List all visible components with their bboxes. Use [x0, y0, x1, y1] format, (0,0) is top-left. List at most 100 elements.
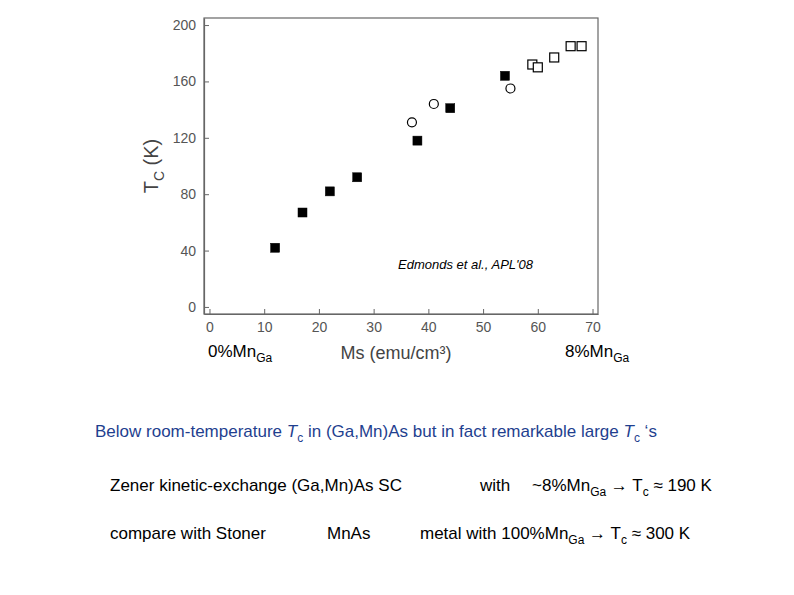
scatter-point [407, 118, 416, 127]
x-tick-label: 50 [476, 319, 492, 335]
x-tick-label: 0 [206, 319, 214, 335]
scatter-point [413, 136, 422, 145]
x-tick: 0 [206, 309, 214, 335]
y-tick: 40 [180, 243, 209, 259]
x-tick: 40 [421, 309, 437, 335]
slide-text: MnAs [327, 524, 370, 543]
series [271, 71, 510, 252]
y-tick: 120 [173, 130, 209, 146]
y-tick-mark [204, 138, 209, 139]
y-tick-label: 200 [173, 17, 197, 33]
slide-text: with [479, 476, 510, 495]
text-run: → [584, 524, 610, 543]
scatter-point [429, 99, 438, 108]
y-axis-line [204, 19, 205, 315]
scatter-point [550, 53, 559, 62]
x-tick: 50 [476, 309, 492, 335]
y-tick: 160 [173, 73, 209, 89]
subscript: C [151, 171, 167, 181]
y-tick-label: 160 [173, 73, 197, 89]
y-tick-label: 40 [180, 243, 196, 259]
scatter-point [506, 84, 515, 93]
axis-end-label: 8%MnGa [565, 342, 630, 365]
x-tick-label: 20 [312, 319, 328, 335]
data-marks [271, 42, 586, 253]
x-tick-label: 40 [421, 319, 437, 335]
scatter-point [566, 42, 575, 51]
y-tick-mark [204, 251, 209, 252]
text-run: with [479, 476, 510, 495]
slide-text: Below room-temperature Tc in (Ga,Mn)As b… [95, 422, 657, 445]
scatter-point [500, 71, 509, 80]
text-run: ‘s [640, 422, 657, 441]
text-run: Zener kinetic-exchange (Ga,Mn)As SC [110, 476, 402, 495]
text-run: ~ [532, 476, 542, 495]
scatter-point [298, 208, 307, 217]
text-run: T [140, 181, 162, 193]
series [407, 84, 515, 127]
text-run: 8%Mn [542, 476, 590, 495]
y-tick-mark [204, 307, 209, 308]
y-tick-mark [204, 81, 209, 82]
x-tick-mark [374, 309, 375, 314]
plot-frame [204, 18, 598, 314]
annotation: Edmonds et al., APL'08 [398, 257, 534, 272]
text-run: 0%Mn [208, 342, 256, 361]
y-tick-label: 120 [173, 130, 197, 146]
x-tick: 20 [312, 309, 328, 335]
y-tick: 0 [188, 299, 209, 315]
text-run: T [632, 476, 642, 495]
subscript: Ga [613, 351, 629, 365]
x-tick-label: 70 [585, 319, 601, 335]
text-run: ≈ 300 K [627, 524, 691, 543]
series [528, 42, 586, 72]
y-axis-title: TC (K) [140, 139, 167, 194]
y-axis: 0 40 80 120 160 200 [173, 17, 209, 315]
scatter-point [271, 243, 280, 252]
x-tick: 70 [585, 309, 601, 335]
slide-text: compare with Stoner [110, 524, 266, 543]
y-tick-label: 80 [180, 186, 196, 202]
y-tick-mark [204, 25, 209, 26]
x-tick-mark [483, 309, 484, 314]
subscript: Ga [590, 485, 606, 499]
subscript: Ga [568, 533, 584, 547]
x-tick-mark [538, 309, 539, 314]
scatter-point [577, 42, 586, 51]
y-tick-label: 0 [188, 299, 196, 315]
y-tick: 200 [173, 17, 209, 33]
x-axis-title: Ms (emu/cm³) [341, 343, 452, 363]
text-run: → [606, 476, 632, 495]
scatter-point [325, 187, 334, 196]
axis-end-label: 0%MnGa [208, 342, 273, 365]
text-run: T [611, 524, 621, 543]
y-tick-mark [204, 194, 209, 195]
text-run: metal with [420, 524, 501, 543]
scatter-point [533, 63, 542, 72]
slide: 0 10 20 30 40 50 60 70 0 40 80 120 160 200 Ms (emu/cm³… [0, 0, 794, 595]
subscript: Ga [256, 351, 272, 365]
x-tick: 10 [257, 309, 273, 335]
slide-text: metal with 100%MnGa → Tc ≈ 300 K [420, 524, 691, 547]
scatter-point [446, 104, 455, 113]
x-tick-label: 30 [366, 319, 382, 335]
y-tick: 80 [180, 186, 209, 202]
x-tick-label: 60 [531, 319, 547, 335]
x-tick-mark [209, 309, 210, 314]
slide-text: ~8%MnGa → Tc ≈ 190 K [532, 476, 713, 499]
x-axis-line [205, 314, 599, 315]
slide-text: Zener kinetic-exchange (Ga,Mn)As SC [110, 476, 402, 495]
x-tick: 30 [366, 309, 382, 335]
text-run: 8%Mn [565, 342, 613, 361]
text-run: 100%Mn [501, 524, 568, 543]
x-tick: 60 [531, 309, 547, 335]
text-run: Below room-temperature [95, 422, 287, 441]
text-run: ≈ 190 K [649, 476, 713, 495]
text-run: MnAs [327, 524, 370, 543]
x-axis: 0 10 20 30 40 50 60 70 [205, 309, 602, 335]
x-tick-mark [593, 309, 594, 314]
text-run: in (Ga,Mn)As but in fact remarkable larg… [303, 422, 623, 441]
x-tick-label: 10 [257, 319, 273, 335]
x-tick-mark [319, 309, 320, 314]
x-tick-mark [264, 309, 265, 314]
